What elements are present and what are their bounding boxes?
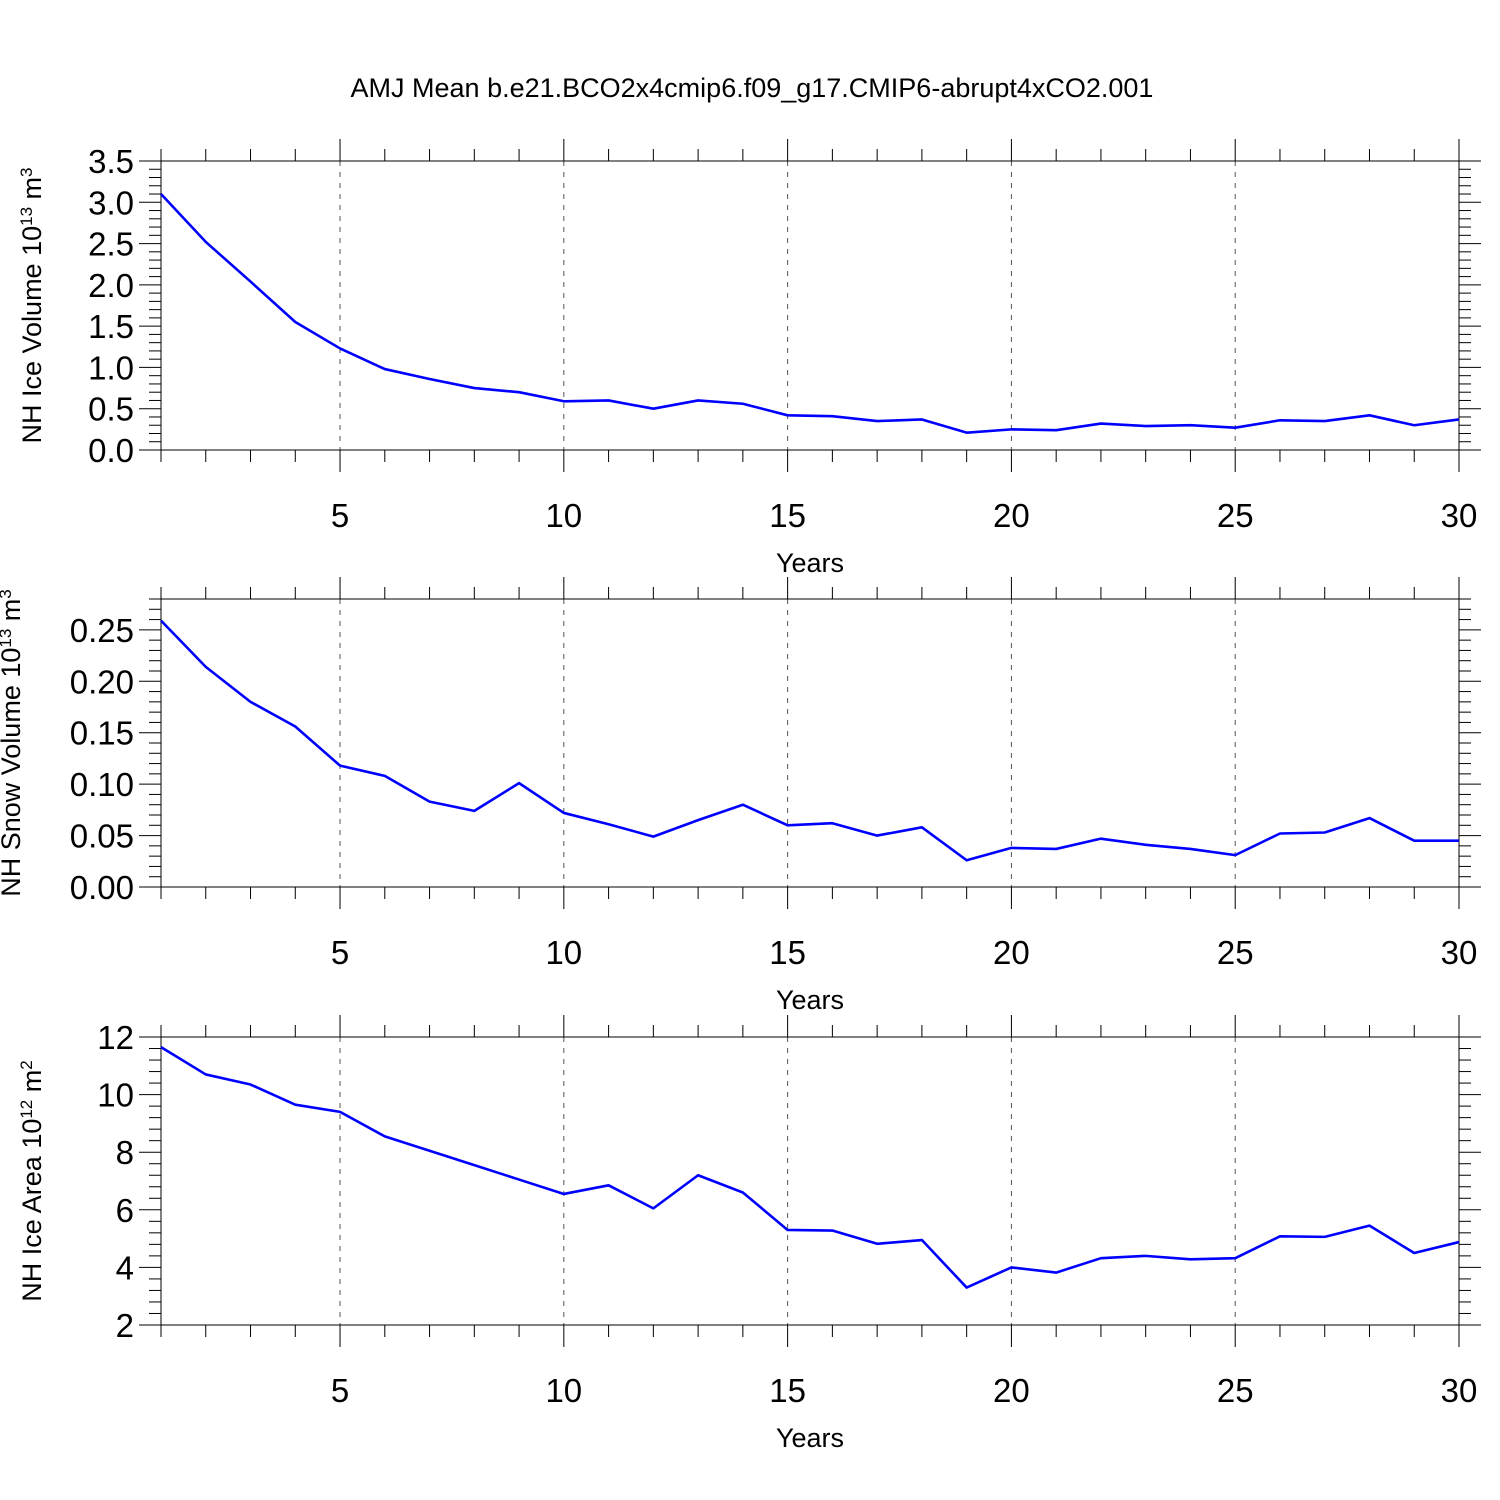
y-tick-label: 1.5	[88, 308, 134, 345]
x-axis-label: Years	[776, 985, 844, 1015]
y-axis-label-unit: m	[0, 599, 26, 629]
series-line	[160, 1045, 1460, 1289]
y-axis-label: NH Ice Area 1012 m2	[17, 1060, 48, 1301]
x-tick-label: 30	[1441, 497, 1478, 534]
y-tick-label: 2	[116, 1307, 134, 1344]
chart-panel-2: 0.00 0.05 0.10 0.15 0.20 0.25 5 10 15 20 25 30 Years…	[0, 577, 1481, 1015]
y-tick-label: 4	[116, 1249, 134, 1286]
y-tick-label: 6	[116, 1192, 134, 1229]
x-tick-label: 20	[993, 497, 1030, 534]
x-tick-label: 5	[331, 934, 349, 971]
y-tick-label: 3.5	[88, 143, 134, 180]
y-axis-label-unit-exp: 3	[17, 168, 36, 177]
y-tick-label: 2.0	[88, 267, 134, 304]
plot-frame	[160, 1036, 1460, 1326]
y-tick-label: 10	[97, 1077, 134, 1114]
y-axis-label-unit-exp: 3	[0, 589, 15, 598]
series-line	[160, 193, 1460, 434]
y-tick-label: 0.5	[88, 391, 134, 428]
chart-title: AMJ Mean b.e21.BCO2x4cmip6.f09_g17.CMIP6…	[351, 73, 1154, 103]
chart-panel-1: 0.0 0.5 1.0 1.5 2.0 2.5 3.0 3.5 5 10 15 20 25 30 Years…	[17, 139, 1481, 578]
x-tick-label: 20	[993, 1372, 1030, 1409]
y-tick-label: 0.05	[70, 818, 134, 855]
y-tick-label: 0.25	[70, 612, 134, 649]
y-tick-label: 1.0	[88, 349, 134, 386]
x-tick-label: 25	[1217, 497, 1254, 534]
y-axis-label-text: NH Snow Volume 10	[0, 648, 26, 897]
y-tick-label: 0.10	[70, 766, 134, 803]
series-line	[160, 619, 1459, 862]
y-tick-label: 0.20	[70, 663, 134, 700]
y-tick-label: 12	[97, 1019, 134, 1056]
y-axis-label: NH Snow Volume 1013 m3	[0, 589, 26, 897]
y-tick-label: 8	[116, 1134, 134, 1171]
x-axis-label: Years	[776, 1423, 844, 1453]
y-axis-label-exp: 12	[17, 1100, 36, 1119]
y-tick-label: 0.0	[88, 432, 134, 469]
x-tick-label: 20	[993, 934, 1030, 971]
x-tick-label: 30	[1441, 934, 1478, 971]
x-tick-label: 15	[769, 497, 806, 534]
x-tick-label: 15	[769, 1372, 806, 1409]
x-tick-label: 5	[331, 497, 349, 534]
y-axis-label-unit-exp: 2	[17, 1060, 36, 1069]
y-tick-label: 0.15	[70, 715, 134, 752]
x-tick-label: 10	[545, 934, 582, 971]
y-axis-label-text: NH Ice Volume 10	[17, 226, 47, 444]
plot-frame	[160, 160, 1460, 451]
x-tick-label: 10	[545, 497, 582, 534]
panels: 0.00.51.01.52.02.53.03.55 10 15 20 25 30Years…	[0, 139, 1481, 1453]
x-tick-label: 25	[1217, 934, 1254, 971]
y-axis-label-unit: m	[17, 177, 47, 207]
y-tick-label: 3.0	[88, 184, 134, 221]
y-axis-label-unit: m	[17, 1070, 47, 1100]
x-tick-label: 15	[769, 934, 806, 971]
x-tick-label: 10	[545, 1372, 582, 1409]
y-axis-label-exp: 13	[0, 629, 15, 648]
y-axis-label: NH Ice Volume 1013 m3	[17, 168, 48, 444]
y-axis-label-exp: 13	[17, 207, 36, 226]
plot-frame	[160, 598, 1460, 888]
y-axis-label-text: NH Ice Area 10	[17, 1119, 47, 1302]
y-tick-label: 0.00	[70, 869, 134, 906]
x-tick-label: 30	[1441, 1372, 1478, 1409]
x-tick-label: 25	[1217, 1372, 1254, 1409]
y-tick-label: 2.5	[88, 226, 134, 263]
x-axis-label: Years	[776, 548, 844, 578]
x-tick-label: 5	[331, 1372, 349, 1409]
